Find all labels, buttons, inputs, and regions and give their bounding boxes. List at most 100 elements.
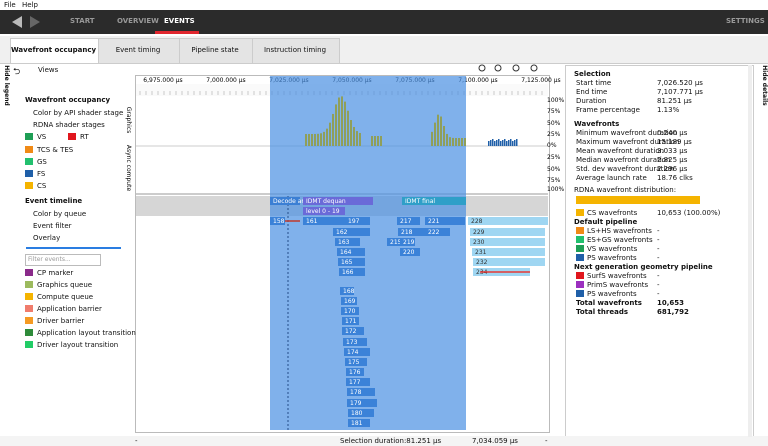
tab[interactable]: [252, 38, 340, 64]
detail-heading: Wavefronts: [574, 120, 620, 128]
stage-name: TCS & TES: [37, 146, 74, 154]
event-label: 174: [347, 349, 359, 356]
occupancy-bar: [371, 136, 373, 146]
option[interactable]: Overlay: [33, 234, 61, 242]
detail-label: VS wavefronts: [587, 245, 638, 253]
event-label: 158: [273, 218, 285, 225]
tab[interactable]: [179, 38, 253, 64]
event-label: 175: [348, 359, 360, 366]
overlay-name[interactable]: Compute queue: [37, 293, 94, 301]
detail-label: ES+GS wavefronts: [587, 236, 653, 244]
detail-value: -: [657, 272, 660, 280]
detail-swatch: [576, 254, 584, 261]
overlay-swatch: [25, 305, 33, 312]
occupancy-bar: [455, 137, 457, 146]
filter-box[interactable]: [25, 254, 101, 266]
overlay-name[interactable]: Driver layout transition: [37, 341, 119, 349]
detail-value: 2.825 µs: [657, 156, 688, 164]
detail-label: CS wavefronts: [587, 209, 638, 217]
occupancy-bar: [335, 104, 337, 146]
detail-value: 10,653 (100.00%): [657, 209, 721, 217]
filter-placeholder[interactable]: Filter events...: [28, 256, 71, 263]
event-label: 232: [476, 259, 488, 266]
detail-value: 0.240 µs: [657, 129, 688, 137]
tab-label[interactable]: Instruction timing: [263, 46, 327, 54]
event-block: [470, 238, 545, 246]
views[interactable]: Views: [38, 66, 59, 74]
side-label[interactable]: Hide details: [760, 65, 768, 106]
status-bar: [0, 436, 768, 446]
overlay-swatch: [25, 293, 33, 300]
tab[interactable]: [98, 38, 180, 64]
overlay-name[interactable]: Driver barrier: [37, 317, 85, 325]
overlay-name[interactable]: CP marker: [37, 269, 74, 277]
occupancy-bar: [508, 140, 510, 146]
detail-value: 7,026.520 µs: [657, 79, 703, 87]
detail-value: 15.189 µs: [657, 138, 692, 146]
event-label: 220: [403, 249, 415, 256]
scrollbar: [748, 65, 752, 437]
detail-value: -: [657, 281, 660, 289]
overlay-name[interactable]: Application layout transition: [37, 329, 136, 337]
tab[interactable]: [10, 38, 99, 64]
event-label: Decode and: [273, 198, 309, 205]
detail-heading: Next generation geometry pipeline: [574, 263, 713, 271]
slider[interactable]: [26, 247, 121, 249]
option[interactable]: RDNA shader stages: [33, 121, 105, 129]
detail-label: PS wavefronts: [587, 254, 637, 262]
nav-bar: [0, 10, 768, 34]
event-block: [343, 338, 367, 346]
detail-label: Average launch rate: [576, 174, 647, 182]
zoom-icon: [478, 64, 486, 72]
ruler-label: 7,100.000 µs: [458, 77, 497, 84]
event-label: 215: [390, 239, 402, 246]
detail-label: Mean wavefront duration: [576, 147, 665, 155]
occupancy-bar: [437, 114, 439, 146]
side-label[interactable]: Hide legend: [2, 65, 10, 106]
event-block: [345, 358, 367, 366]
event-label: 179: [350, 400, 362, 407]
percent-label: 100%: [547, 97, 564, 104]
event-block: [398, 228, 425, 236]
option[interactable]: Color by API shader stage: [33, 109, 124, 117]
option[interactable]: Color by queue: [33, 210, 87, 218]
occupancy-bar: [500, 141, 502, 146]
event-block: [387, 238, 400, 246]
nav-tab[interactable]: EVENTS: [164, 17, 195, 25]
overlay-name[interactable]: Application barrier: [37, 305, 102, 313]
settings[interactable]: SETTINGS: [726, 17, 765, 25]
event-block: [347, 388, 375, 396]
overlay-name[interactable]: Graphics queue: [37, 281, 93, 289]
detail-label: Minimum wavefront duration: [576, 129, 678, 137]
event-label: 219: [403, 239, 415, 246]
ruler-label: 7,125.000 µs: [521, 77, 560, 84]
event-label: IDMT final: [405, 198, 435, 205]
occupancy-bar: [496, 140, 498, 146]
event-block: [342, 317, 359, 325]
percent-label: 100%: [547, 186, 564, 193]
option[interactable]: Event filter: [33, 222, 72, 230]
event-label: 222: [428, 229, 440, 236]
occupancy-bar: [490, 140, 492, 146]
event-label: 180: [351, 410, 363, 417]
overlay-swatch: [25, 317, 33, 324]
event-block: [346, 368, 364, 376]
nav-arrows[interactable]: [0, 10, 50, 34]
nav-tab[interactable]: START: [70, 17, 95, 25]
tab-label[interactable]: Pipeline state: [191, 46, 239, 54]
menu-item[interactable]: Help: [22, 1, 38, 9]
event-label: 164: [340, 249, 352, 256]
percent-label: 75%: [547, 177, 561, 184]
ruler-label: 6,975.000 µs: [143, 77, 182, 84]
nav-tab[interactable]: OVERVIEW: [117, 17, 159, 25]
menu-item[interactable]: File: [4, 1, 16, 9]
occupancy-bar: [464, 138, 466, 146]
detail-label: Maximum wavefront duration: [576, 138, 680, 146]
detail-swatch: [576, 290, 584, 297]
event-label: 168: [343, 288, 355, 295]
tab-label[interactable]: Event timing: [115, 46, 161, 54]
tab-label[interactable]: Wavefront occupancy: [10, 46, 97, 54]
occupancy-bar: [332, 113, 334, 146]
event-label: 197: [348, 218, 360, 225]
event-block: [470, 228, 545, 236]
